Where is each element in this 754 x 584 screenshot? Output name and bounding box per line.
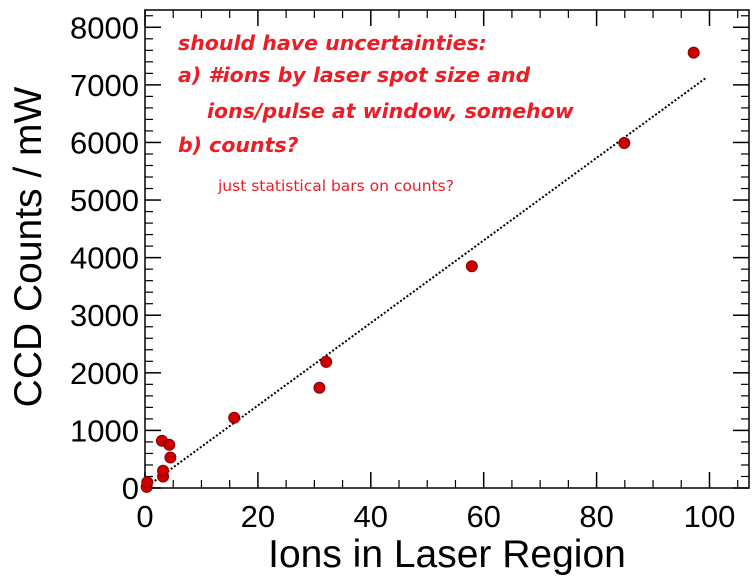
y-tick-label: 8000 [70,10,139,45]
x-tick-label: 40 [354,499,388,534]
y-tick-label: 3000 [70,298,139,333]
x-axis-tick-labels: 0 20 40 60 80 100 [136,499,735,534]
y-tick-label: 6000 [70,125,139,160]
annotation-line-4: b) counts? [178,133,299,157]
data-points [140,46,700,493]
data-point [313,381,326,394]
x-tick-label: 20 [241,499,275,534]
y-tick-label: 5000 [70,183,139,218]
y-axis-ticks [145,15,749,489]
y-tick-label: 0 [122,471,139,506]
y-axis-title: CCD Counts / mW [7,86,50,407]
x-axis-ticks [144,10,739,488]
data-point [163,438,176,451]
data-point [465,260,478,273]
y-tick-label: 7000 [70,68,139,103]
annotation-line-5: just statistical bars on counts? [217,177,454,195]
y-axis-tick-labels: 0 1000 2000 3000 4000 5000 6000 7000 8000 [70,10,139,506]
data-point [157,464,170,477]
data-point [164,451,177,464]
x-axis-title: Ions in Laser Region [268,533,626,576]
annotation-line-2: a) #ions by laser spot size and [178,63,531,87]
data-point [618,137,631,150]
data-point [320,355,333,368]
y-tick-label: 1000 [70,413,139,448]
annotation-line-3: ions/pulse at window, somehow [207,99,574,123]
x-tick-label: 60 [466,499,500,534]
plot-frame [144,9,750,489]
x-tick-label: 100 [684,499,736,534]
x-tick-label: 0 [136,499,153,534]
y-tick-label: 2000 [70,356,139,391]
data-point [687,46,700,59]
annotation-line-1: should have uncertainties: [178,31,487,55]
x-tick-label: 80 [579,499,613,534]
data-point [228,411,241,424]
y-tick-label: 4000 [70,241,139,276]
data-point [141,476,154,489]
